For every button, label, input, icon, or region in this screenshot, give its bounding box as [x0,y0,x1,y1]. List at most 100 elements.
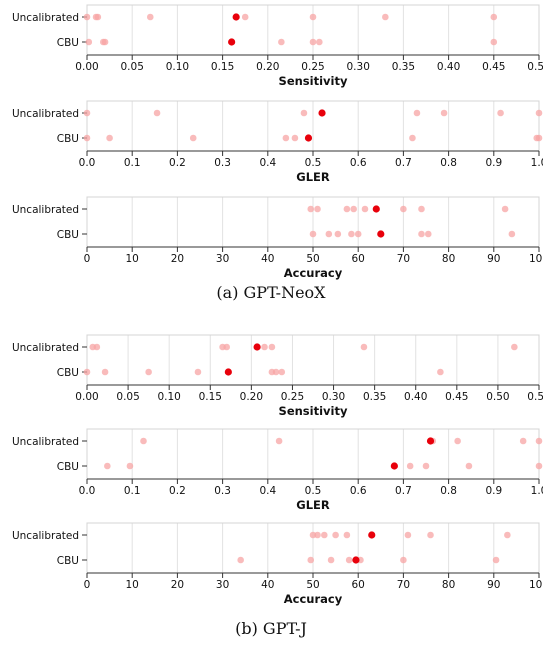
data-point [490,13,498,21]
x-tick-label: 0.15 [211,61,234,73]
x-tick-label: 70 [397,253,410,265]
x-tick-label: 0.3 [214,157,231,169]
x-axis-title: Accuracy [284,266,343,280]
x-tick-label: 30 [216,253,229,265]
x-tick-label: 40 [261,579,274,591]
mean-point [318,109,326,117]
data-point [93,343,101,351]
data-point [465,462,473,470]
data-point [413,109,421,117]
data-point [332,531,339,539]
y-category-label: CBU [57,133,79,145]
mean-point [377,230,385,238]
mean-point [426,437,435,445]
y-category-label: Uncalibrated [12,436,79,448]
x-tick-label: 0.25 [301,61,324,73]
x-tick-label: 20 [171,579,184,591]
data-point [106,134,113,142]
x-tick-label: 0.40 [437,61,460,73]
x-axis-title: Sensitivity [279,74,348,88]
x-tick-label: 0.45 [482,61,505,73]
data-point [309,531,317,539]
x-tick-label: 0 [84,253,91,265]
x-tick-label: 0.5 [305,485,322,497]
x-tick-label: 0.1 [124,485,141,497]
x-tick-label: 0.6 [350,157,367,169]
data-point [334,230,342,238]
data-point [511,343,518,351]
data-point [126,462,134,470]
x-tick-label: 0.45 [445,391,468,403]
y-category-label: CBU [57,555,79,567]
data-point [314,531,321,539]
x-tick-label: 0.40 [404,391,427,403]
x-tick-label: 50 [306,253,319,265]
data-point [83,109,91,117]
x-tick-label: 0.10 [166,61,189,73]
data-point [275,437,283,445]
data-point [427,531,434,539]
x-tick-label: 0.05 [116,391,139,403]
mean-point [368,531,376,539]
x-tick-label: 0.50 [486,391,509,403]
x-tick-label: 0.15 [199,391,222,403]
data-point [504,531,511,539]
data-point [101,38,109,46]
x-tick-label: 10 [126,253,139,265]
data-point [490,38,498,46]
data-point [497,109,504,117]
data-point [361,205,369,213]
data-point [83,134,91,142]
data-point [140,437,147,445]
x-tick-label: 0.10 [157,391,180,403]
x-tick-label: 60 [352,253,365,265]
data-point [345,556,353,564]
data-point [348,230,355,238]
x-tick-label: 10 [126,579,139,591]
x-tick-label: 90 [487,579,500,591]
subfigure-caption: (b) GPT-J [235,619,307,638]
data-point [535,437,543,445]
x-tick-label: 0 [84,579,91,591]
x-tick-label: 0.50 [527,61,543,73]
data-point [343,205,351,213]
subfigure-caption: (a) GPT-NeoX [216,283,326,302]
y-category-label: CBU [57,229,79,241]
mean-point [390,462,398,470]
x-tick-label: 0.00 [75,391,98,403]
x-tick-label: 60 [352,579,365,591]
data-point [83,13,91,21]
data-point [83,368,91,376]
data-point [237,556,244,564]
x-tick-label: 0.7 [395,157,412,169]
y-category-label: CBU [57,461,79,473]
data-point [316,38,323,46]
data-point [241,13,249,21]
data-point [325,230,333,238]
data-point [272,368,280,376]
x-tick-label: 100 [529,253,543,265]
data-point [261,343,268,351]
x-tick-label: 80 [442,579,455,591]
data-point [314,205,321,213]
x-axis-title: Accuracy [284,592,343,606]
mean-point [253,343,261,351]
data-point [508,230,516,238]
data-point [354,230,362,238]
data-point [406,462,414,470]
x-tick-label: 0.4 [259,485,276,497]
data-point [268,343,276,351]
data-point [418,230,425,238]
data-point [309,230,317,238]
y-category-label: Uncalibrated [12,530,79,542]
data-point [424,230,432,238]
data-point [501,205,509,213]
data-point [519,437,527,445]
x-tick-label: 0.05 [121,61,144,73]
data-point [422,462,430,470]
data-point [278,38,285,46]
x-tick-label: 30 [216,579,229,591]
x-tick-label: 0.2 [169,485,186,497]
data-point [291,134,299,142]
data-point [492,556,500,564]
